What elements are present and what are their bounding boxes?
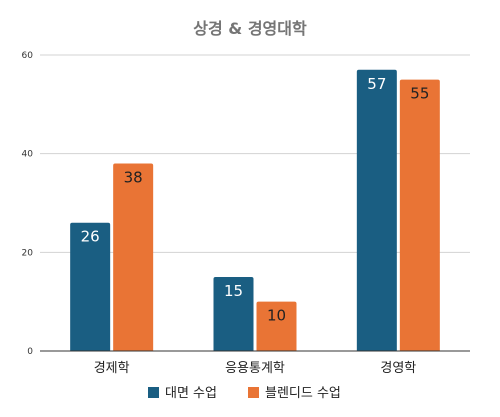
data-label: 57 xyxy=(367,75,386,93)
data-label: 38 xyxy=(124,169,143,187)
y-tick-label: 20 xyxy=(22,248,34,258)
legend-swatch xyxy=(248,387,259,398)
legend: 대면 수업 블렌디드 수업 xyxy=(148,386,341,401)
bars xyxy=(70,69,440,352)
data-label: 26 xyxy=(81,228,100,246)
y-tick-label: 0 xyxy=(27,347,33,357)
bar-0-1 xyxy=(213,277,254,351)
bar-1-0 xyxy=(113,163,154,351)
data-label: 15 xyxy=(224,282,243,300)
chart-title: 상경 & 경영대학 xyxy=(193,19,307,38)
x-tick-label: 응용통계학 xyxy=(225,361,285,376)
data-labels: 26 38 15 10 57 55 xyxy=(81,75,430,325)
bar-0-2 xyxy=(356,69,397,352)
x-tick-label: 경제학 xyxy=(94,361,130,376)
data-label: 10 xyxy=(267,307,286,325)
data-label: 55 xyxy=(410,85,429,103)
x-axis-ticks: 경제학 응용통계학 경영학 xyxy=(94,361,417,376)
bar-1-2 xyxy=(399,79,440,352)
legend-label: 블렌디드 수업 xyxy=(265,386,341,401)
gridlines xyxy=(40,54,470,253)
y-tick-label: 40 xyxy=(22,150,34,160)
legend-label: 대면 수업 xyxy=(165,386,217,401)
y-tick-label: 60 xyxy=(22,51,34,61)
bar-1-1 xyxy=(256,301,297,351)
y-axis-ticks: 0 20 40 60 xyxy=(22,51,34,357)
x-tick-label: 경영학 xyxy=(380,361,416,376)
legend-swatch xyxy=(148,387,159,398)
bar-0-0 xyxy=(70,222,111,351)
